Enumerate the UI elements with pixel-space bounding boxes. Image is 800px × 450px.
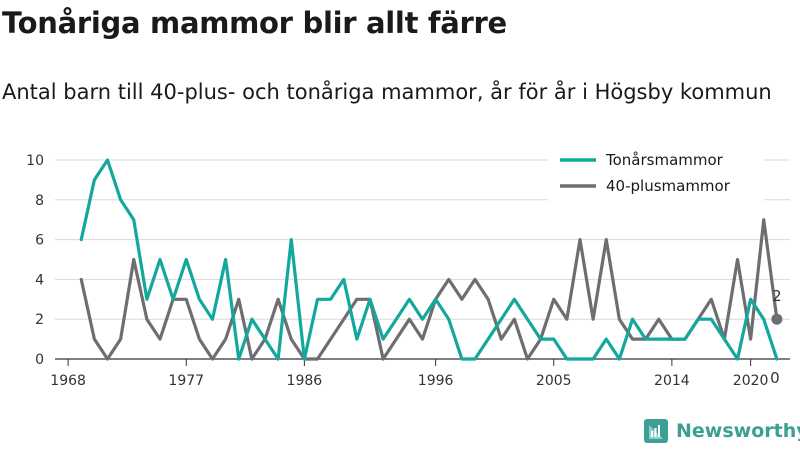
x-tick-label: 1968 <box>50 373 86 389</box>
series-line-40-plusmammor <box>79 218 779 361</box>
x-tick-label: 1977 <box>168 373 204 389</box>
chart-subtitle: Antal barn till 40-plus- och tonåriga ma… <box>2 80 772 104</box>
y-tick-label: 10 <box>26 153 44 169</box>
series-line-tonarsmammor <box>79 158 779 361</box>
x-tick-label: 2020 <box>733 373 769 389</box>
newsworthy-brand: Newsworthy <box>644 419 800 443</box>
newsworthy-logo-icon <box>644 419 668 443</box>
legend: Tonårsmammor 40-plusmammor <box>548 147 764 205</box>
x-tick-label: 2014 <box>654 373 690 389</box>
y-tick-label: 0 <box>35 352 44 368</box>
legend-label-40-plusmammor: 40-plusmammor <box>606 177 731 195</box>
y-tick-label: 6 <box>35 233 44 249</box>
y-tick-label: 4 <box>35 272 44 288</box>
chart-title: Tonåriga mammor blir allt färre <box>2 6 507 40</box>
x-tick-label: 1986 <box>287 373 323 389</box>
x-tick-label: 2005 <box>536 373 572 389</box>
end-label-40-plusmammor: 2 <box>772 287 782 305</box>
brand-name: Newsworthy <box>676 420 800 442</box>
legend-label-tonarsmammor: Tonårsmammor <box>605 151 724 169</box>
end-label-tonarsmammor: 0 <box>770 369 780 387</box>
x-tick-label: 1996 <box>418 373 454 389</box>
y-tick-label: 8 <box>35 193 44 209</box>
legend-background <box>548 147 764 205</box>
end-marker-40-plusmammor <box>771 313 783 325</box>
y-tick-label: 2 <box>35 312 44 328</box>
